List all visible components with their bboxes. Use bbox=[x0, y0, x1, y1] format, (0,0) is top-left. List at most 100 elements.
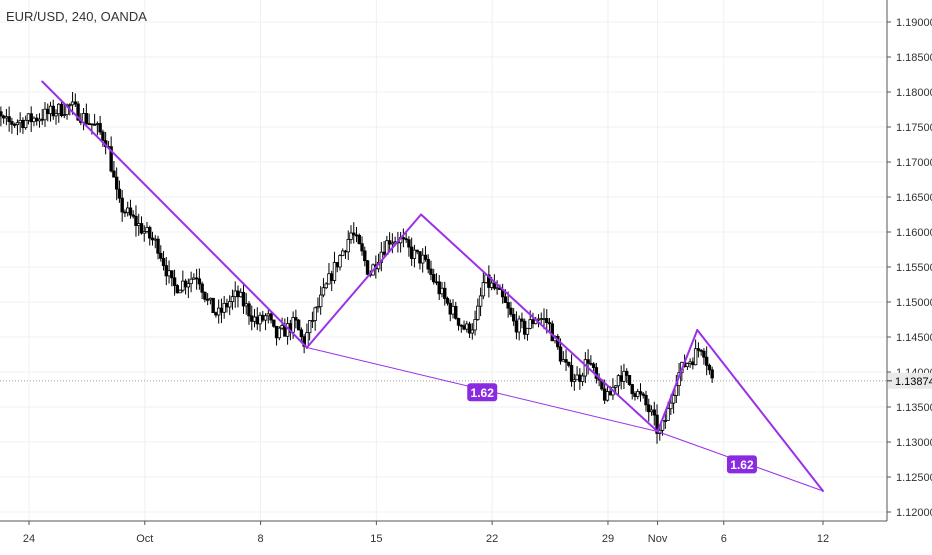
candle-body-down bbox=[123, 211, 127, 214]
candle bbox=[101, 129, 105, 147]
candle bbox=[98, 115, 102, 135]
candle-body-up bbox=[239, 291, 243, 298]
candle-body-up bbox=[186, 283, 191, 288]
candle-body-down bbox=[520, 318, 524, 322]
candle-body-down bbox=[128, 207, 133, 216]
candle-body-down bbox=[655, 414, 659, 434]
candle-body-up bbox=[233, 290, 237, 298]
candle-body-up bbox=[266, 313, 271, 317]
current-price-tag-bg bbox=[888, 372, 932, 389]
grid-lines bbox=[0, 0, 887, 521]
candle-body-down bbox=[175, 285, 180, 294]
candle-body-down bbox=[547, 322, 552, 325]
candle bbox=[194, 268, 199, 290]
candle-body-down bbox=[272, 319, 276, 327]
candle bbox=[456, 317, 461, 331]
candle-body-down bbox=[250, 315, 254, 322]
candle-body-up bbox=[307, 320, 312, 334]
candle bbox=[622, 363, 626, 390]
candle-body-down bbox=[586, 359, 590, 364]
candle-body-up bbox=[669, 402, 673, 410]
candle-body-down bbox=[503, 296, 508, 303]
candle bbox=[693, 339, 698, 366]
candle-body-down bbox=[330, 273, 334, 281]
candle-body-down bbox=[459, 324, 463, 327]
candle bbox=[59, 99, 64, 118]
candle bbox=[525, 327, 530, 341]
ratio-badge[interactable]: 1.62 bbox=[726, 455, 757, 474]
candle bbox=[197, 268, 202, 290]
candle bbox=[15, 119, 20, 136]
price-tick-label: 1.15500 bbox=[896, 262, 932, 274]
candle-body-up bbox=[489, 282, 494, 288]
candle-body-down bbox=[98, 123, 102, 133]
candle-body-down bbox=[363, 250, 367, 262]
candle-body-down bbox=[225, 302, 229, 308]
pattern-leg[interactable] bbox=[696, 329, 824, 492]
time-axis[interactable]: 24 Oct 8 15 22 29 Nov 6 12 bbox=[0, 520, 887, 550]
candle-body-down bbox=[51, 105, 55, 117]
candle bbox=[269, 312, 273, 324]
candle-body-up bbox=[349, 232, 353, 240]
candle-body-down bbox=[467, 323, 472, 334]
candle-body-up bbox=[228, 301, 232, 308]
ratio-badge-label: 1.62 bbox=[471, 386, 495, 400]
candle-body-down bbox=[299, 329, 304, 338]
candle bbox=[522, 318, 527, 340]
candle bbox=[211, 297, 215, 314]
candle bbox=[647, 398, 651, 422]
candle-body-down bbox=[117, 188, 122, 199]
candle bbox=[357, 233, 361, 245]
candle-body-down bbox=[702, 350, 706, 358]
pattern-leg[interactable] bbox=[420, 213, 659, 433]
candle-body-up bbox=[636, 391, 640, 397]
current-price-tag: 1.13874 bbox=[887, 372, 932, 389]
candle-body-down bbox=[426, 258, 430, 270]
ratio-badge[interactable]: 1.62 bbox=[467, 383, 498, 402]
candle bbox=[54, 109, 58, 125]
candle bbox=[445, 296, 450, 306]
harmonic-pattern-drawing[interactable]: 1.62 1.62 bbox=[41, 80, 824, 492]
candle-body-up bbox=[310, 320, 315, 322]
candle bbox=[663, 411, 668, 429]
candle bbox=[299, 327, 304, 344]
candle-body-up bbox=[346, 239, 350, 253]
time-tick-label: Oct bbox=[136, 533, 153, 545]
pattern-leg[interactable] bbox=[41, 80, 308, 349]
candle-body-up bbox=[688, 361, 692, 364]
candle-body-up bbox=[663, 420, 668, 422]
candle bbox=[696, 342, 701, 358]
candle-body-up bbox=[153, 238, 157, 241]
candle-body-down bbox=[696, 348, 701, 351]
candle bbox=[23, 115, 28, 130]
candle-body-up bbox=[37, 118, 42, 122]
candle-body-up bbox=[379, 251, 384, 263]
candle-body-down bbox=[211, 297, 215, 314]
candle-body-up bbox=[258, 314, 262, 325]
pattern-leg[interactable] bbox=[656, 329, 699, 433]
candle bbox=[509, 301, 513, 317]
candle-body-down bbox=[120, 197, 124, 213]
candle-body-up bbox=[539, 318, 543, 321]
candle-body-up bbox=[189, 278, 193, 285]
price-axis[interactable]: 1.120001.125001.130001.135001.140001.145… bbox=[886, 0, 932, 550]
candle-body-down bbox=[409, 246, 414, 259]
candle-body-down bbox=[387, 240, 392, 245]
candle-body-up bbox=[666, 408, 670, 421]
candle-body-up bbox=[685, 363, 690, 368]
candle bbox=[511, 308, 516, 326]
candle bbox=[407, 236, 411, 257]
candle bbox=[580, 372, 585, 386]
candle bbox=[134, 205, 138, 237]
candle-body-up bbox=[95, 123, 100, 125]
candle bbox=[487, 265, 491, 298]
candle-body-down bbox=[445, 298, 450, 304]
candle bbox=[704, 346, 709, 376]
pattern-leg[interactable] bbox=[305, 213, 423, 349]
time-tick-label: 15 bbox=[370, 533, 382, 545]
candle-body-down bbox=[134, 215, 138, 226]
candle-body-down bbox=[131, 214, 135, 217]
candle bbox=[156, 235, 160, 260]
